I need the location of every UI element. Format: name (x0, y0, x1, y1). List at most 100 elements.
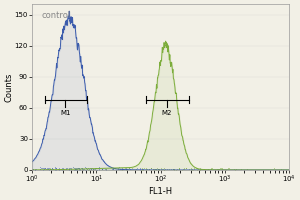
Point (226, 167, 231, 170)
Point (64, 167, 69, 170)
Point (61, 166, 66, 169)
Point (77, 167, 82, 170)
Point (114, 168, 119, 171)
Point (144, 168, 149, 171)
Point (46, 168, 51, 171)
Point (137, 168, 142, 171)
Point (78, 166, 83, 169)
Point (244, 167, 249, 170)
Point (159, 167, 164, 170)
Point (206, 167, 211, 170)
Point (184, 166, 189, 170)
Point (142, 166, 147, 170)
Point (233, 167, 238, 170)
Point (46, 167, 50, 170)
Point (67, 166, 72, 169)
Point (94, 168, 99, 172)
Point (67, 167, 72, 170)
Point (40, 167, 45, 170)
Point (153, 167, 158, 170)
Point (48, 167, 52, 171)
Point (216, 168, 221, 171)
Point (177, 167, 182, 170)
Point (144, 167, 148, 170)
Point (151, 167, 156, 170)
Point (86, 168, 91, 171)
Point (83, 168, 88, 171)
Point (68, 166, 73, 169)
Point (33, 167, 38, 170)
Point (76, 167, 81, 170)
Point (110, 167, 115, 170)
Point (120, 167, 125, 170)
Point (162, 167, 167, 170)
Point (75, 166, 80, 169)
Point (54, 166, 58, 170)
Point (90, 168, 95, 171)
Point (140, 167, 145, 170)
Point (140, 168, 145, 171)
Point (111, 167, 116, 170)
Point (53, 168, 58, 171)
Point (84, 168, 89, 171)
Point (103, 167, 108, 171)
Point (33, 168, 38, 171)
Point (42, 168, 47, 171)
Point (123, 167, 128, 171)
Point (53, 168, 58, 171)
Point (72, 168, 77, 171)
Point (210, 166, 214, 170)
Point (127, 166, 132, 170)
Point (89, 167, 94, 170)
Point (153, 167, 158, 171)
Point (156, 167, 161, 170)
Point (111, 167, 116, 170)
Point (91, 168, 96, 171)
Point (94, 166, 99, 170)
Point (75, 166, 80, 170)
Point (121, 167, 126, 171)
Point (140, 168, 145, 172)
Point (96, 166, 101, 169)
Point (73, 166, 78, 170)
Point (224, 168, 229, 171)
Point (66, 168, 71, 171)
Point (194, 166, 199, 170)
Point (161, 167, 166, 170)
Point (59, 168, 64, 172)
Point (177, 167, 182, 170)
Point (37, 168, 42, 171)
Point (123, 166, 128, 169)
Point (64, 167, 69, 170)
Point (134, 166, 139, 169)
Point (154, 168, 159, 171)
Point (154, 167, 159, 170)
Point (96, 166, 101, 170)
Point (137, 166, 142, 169)
Point (146, 168, 151, 171)
Point (80, 168, 85, 171)
Point (154, 168, 159, 171)
Point (73, 168, 78, 171)
Point (73, 167, 78, 171)
Point (49, 168, 53, 171)
Point (73, 168, 77, 171)
Point (161, 168, 166, 171)
Point (90, 166, 94, 170)
Point (54, 167, 58, 170)
Point (152, 167, 157, 170)
Point (59, 166, 64, 169)
Point (50, 167, 54, 170)
Point (134, 167, 139, 170)
Point (44, 167, 49, 170)
Point (139, 168, 143, 171)
Point (165, 167, 170, 170)
Point (198, 168, 203, 171)
Point (125, 167, 130, 171)
Point (68, 167, 72, 170)
Point (83, 166, 88, 169)
Point (44, 167, 49, 170)
Point (171, 168, 176, 171)
Point (111, 167, 116, 170)
Point (140, 168, 144, 171)
